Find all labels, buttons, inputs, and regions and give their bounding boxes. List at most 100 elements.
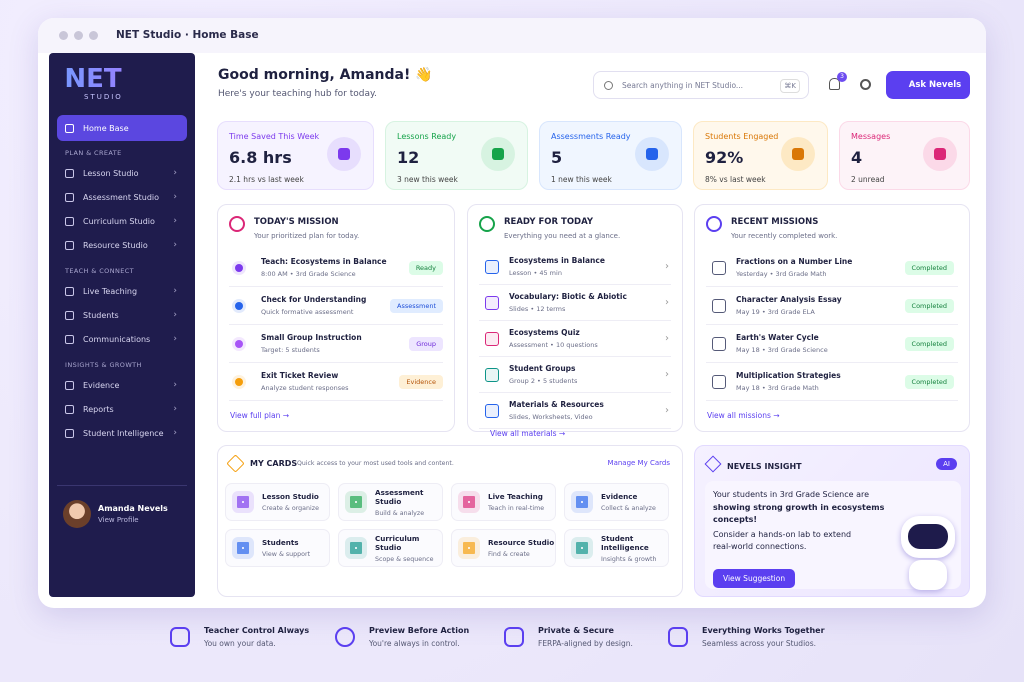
status-tag: Completed: [904, 374, 954, 389]
view-link[interactable]: View full plan →: [230, 411, 289, 420]
chevron: ›: [173, 286, 177, 296]
sidebar: NET STUDIO Home Base PLAN & CREATE Lesson St…: [49, 53, 195, 597]
ready-item[interactable]: Ecosystems Quiz Assessment • 10 questions…: [479, 321, 671, 357]
feature: Teacher Control Always You own your data.: [170, 626, 309, 648]
nav-item[interactable]: Resource Studio ›: [57, 233, 187, 257]
nav-item[interactable]: Reports ›: [57, 397, 187, 421]
stat-card[interactable]: Time Saved This Week 6.8 hrs 2.1 hrs vs la…: [217, 121, 374, 190]
item-sub: Slides • 12 terms: [509, 305, 566, 313]
nav-item[interactable]: Students ›: [57, 303, 187, 327]
search-box[interactable]: Search anything in NET Studio... ⌘K: [593, 71, 809, 99]
stat-value: 6.8 hrs: [229, 148, 292, 167]
card-text: Student Intelligence Insights & growth: [601, 534, 668, 563]
status-tag: Completed: [904, 336, 954, 351]
feature-icon: [504, 627, 524, 647]
status-tag: Evidence: [399, 374, 443, 389]
card-name: Resource Studio: [488, 538, 555, 547]
ready-item[interactable]: Ecosystems in Balance Lesson • 45 min ›: [479, 249, 671, 285]
nav-item[interactable]: Live Teaching ›: [57, 279, 187, 303]
nav-label: Home Base: [83, 123, 129, 133]
stat-delta: 2 unread: [851, 175, 885, 184]
window-title: NET Studio · Home Base: [116, 29, 259, 41]
quick-card[interactable]: Lesson Studio Create & organize: [225, 483, 330, 521]
settings[interactable]: [860, 79, 871, 90]
nav-item[interactable]: Lesson Studio ›: [57, 161, 187, 185]
recent-item[interactable]: Character Analysis Essay May 19 • 3rd Gra…: [706, 287, 958, 325]
item-icon: [712, 336, 726, 351]
ready-item[interactable]: Vocabulary: Biotic & Abiotic Slides • 12 …: [479, 285, 671, 321]
card-name: Evidence: [601, 492, 638, 501]
card-sub: Scope & sequence: [375, 555, 434, 563]
card-sub: Find & create: [488, 551, 530, 558]
nav-label: Evidence: [83, 380, 120, 390]
nav-item[interactable]: Assessment Studio ›: [57, 185, 187, 209]
ai-badge: AI: [936, 458, 957, 470]
feature-title: Teacher Control Always: [204, 626, 310, 635]
item-title: Fractions on a Number Line: [736, 257, 853, 266]
nav-item[interactable]: Student Intelligence ›: [57, 421, 187, 445]
quick-card[interactable]: Evidence Collect & analyze: [564, 483, 669, 521]
stat-card[interactable]: Lessons Ready 12 3 new this week: [385, 121, 528, 190]
nav-label: Reports: [83, 404, 114, 414]
stat-card[interactable]: Assessments Ready 5 1 new this week: [539, 121, 682, 190]
chevron: ›: [173, 240, 177, 250]
stat-card[interactable]: Messages 4 2 unread: [839, 121, 970, 190]
item-title: Ecosystems Quiz: [509, 328, 580, 337]
quick-card[interactable]: Resource Studio Find & create: [451, 529, 556, 567]
stat-delta: 8% vs last week: [705, 175, 766, 184]
timeline-dot: [235, 377, 243, 386]
view-link[interactable]: View all materials →: [490, 429, 566, 438]
mission-panel: TODAY'S MISSION Your prioritized plan for…: [217, 204, 455, 432]
user-profile[interactable]: Amanda Nevels View Profile: [57, 485, 187, 528]
item-title: Teach: Ecosystems in Balance: [261, 257, 387, 266]
feature: Preview Before Action You're always in co…: [335, 626, 469, 648]
feature-title: Private & Secure: [538, 626, 614, 635]
nav-icon: [65, 123, 74, 133]
view-suggestion-button[interactable]: View Suggestion: [713, 569, 796, 588]
nav-item[interactable]: Communications ›: [57, 327, 187, 351]
item-icon: [485, 259, 499, 274]
quick-card[interactable]: Students View & support: [225, 529, 330, 567]
feature-title: Everything Works Together: [702, 626, 825, 635]
quick-card[interactable]: Live Teaching Teach in real-time: [451, 483, 556, 521]
ready-item[interactable]: Student Groups Group 2 • 5 students ›: [479, 357, 671, 393]
quick-card[interactable]: Assessment Studio Build & analyze: [338, 483, 443, 521]
card-text: Assessment Studio Build & analyze: [375, 488, 442, 517]
mission-item[interactable]: Teach: Ecosystems in Balance 8:00 AM • 3r…: [229, 249, 443, 287]
quick-card[interactable]: Curriculum Studio Scope & sequence: [338, 529, 443, 567]
nav-section: INSIGHTS & GROWTH: [65, 361, 142, 369]
item-sub: Target: 5 students: [261, 346, 320, 354]
item-icon: [485, 295, 499, 310]
recent-item[interactable]: Multiplication Strategies May 18 • 3rd Gr…: [706, 363, 958, 401]
stat-delta: 2.1 hrs vs last week: [229, 175, 304, 184]
card-name: Live Teaching: [488, 492, 543, 501]
recent-item[interactable]: Fractions on a Number Line Yesterday • 3r…: [706, 249, 958, 287]
item-sub: Lesson • 45 min: [509, 269, 562, 277]
stat-icon: [635, 137, 669, 171]
timeline-dot: [235, 301, 243, 310]
quick-card[interactable]: Student Intelligence Insights & growth: [564, 529, 669, 567]
stat-label: Time Saved This Week: [229, 132, 320, 141]
nav-item[interactable]: Home Base: [57, 115, 187, 141]
icon-glyph: [338, 148, 350, 160]
my-cards-panel: MY CARDS Quick access to your most used t…: [217, 445, 683, 597]
ask-button[interactable]: Ask Nevels: [886, 71, 970, 99]
view-link[interactable]: View all missions →: [707, 411, 780, 420]
mission-item[interactable]: Check for Understanding Quick formative a…: [229, 287, 443, 325]
recent-item[interactable]: Earth's Water Cycle May 18 • 3rd Grade Sc…: [706, 325, 958, 363]
item-text: Exit Ticket Review Analyze student respon…: [261, 371, 349, 392]
ready-item[interactable]: Materials & Resources Slides, Worksheets,…: [479, 393, 671, 429]
bell[interactable]: [829, 78, 840, 90]
stat-card[interactable]: Students Engaged 92% 8% vs last week: [693, 121, 828, 190]
mission-item[interactable]: Small Group Instruction Target: 5 student…: [229, 325, 443, 363]
nav-icon: [65, 380, 74, 390]
stat-delta: 3 new this week: [397, 175, 458, 184]
mission-item[interactable]: Exit Ticket Review Analyze student respon…: [229, 363, 443, 401]
item-title: Check for Understanding: [261, 295, 367, 304]
nav-item[interactable]: Evidence ›: [57, 373, 187, 397]
manage-link[interactable]: Manage My Cards: [607, 459, 670, 467]
item-sub: May 18 • 3rd Grade Science: [736, 346, 828, 354]
nav-item[interactable]: Curriculum Studio ›: [57, 209, 187, 233]
item-text: Vocabulary: Biotic & Abiotic Slides • 12 …: [509, 292, 627, 313]
insight-text: Your students in 3rd Grade Science are s…: [713, 489, 893, 527]
